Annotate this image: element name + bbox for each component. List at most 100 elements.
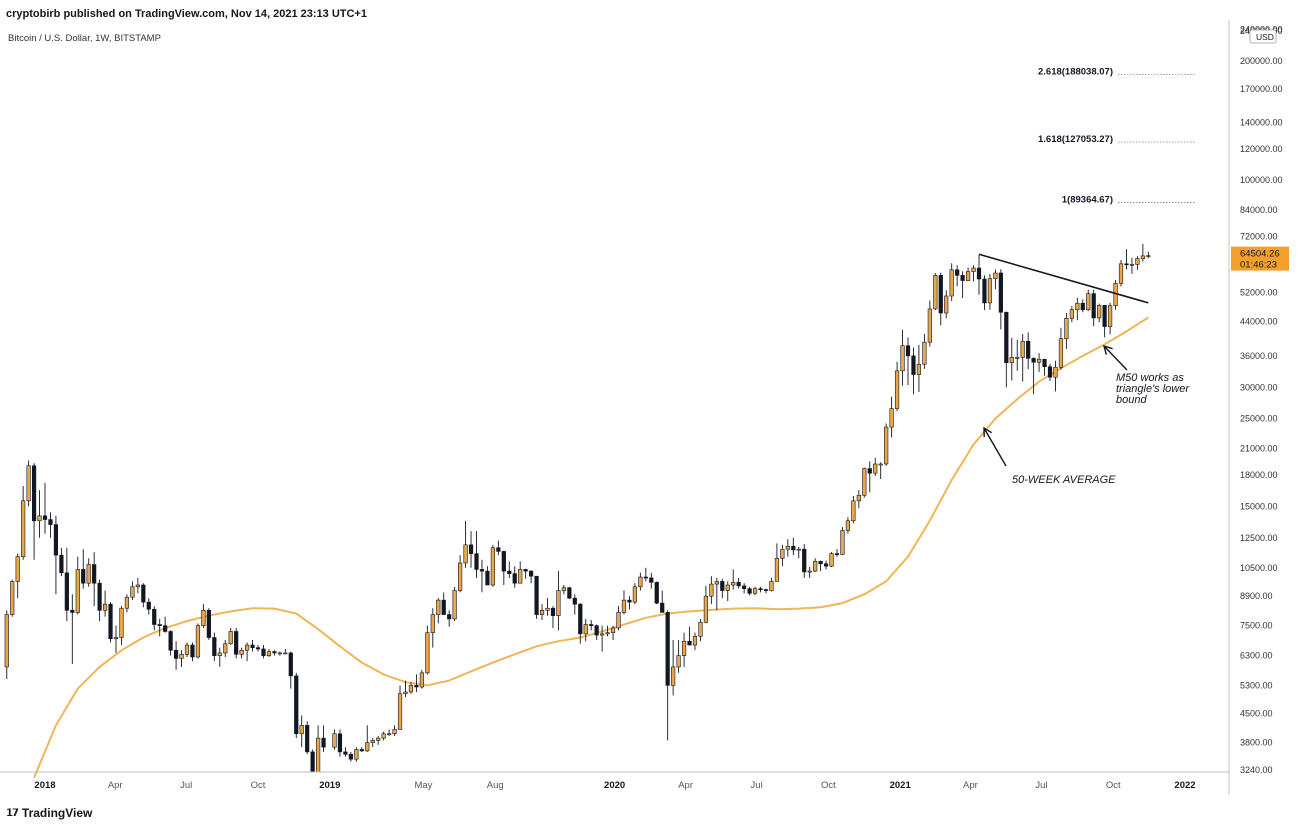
candle-down (982, 278, 987, 304)
candle-down (414, 685, 419, 688)
candle-up (1058, 338, 1064, 368)
candle-up (299, 725, 304, 735)
candle-up (490, 547, 495, 586)
x-tick-label: Apr (108, 780, 123, 791)
candle-up (397, 693, 403, 730)
candle-up (425, 632, 430, 674)
y-tick-label: 72000.00 (1240, 232, 1278, 242)
candle-up (752, 588, 758, 594)
candle-up (403, 691, 408, 694)
candle-up (184, 644, 190, 655)
last-price-label: 64504.26 (1240, 249, 1280, 260)
candle-up (605, 632, 610, 635)
candle-up (86, 564, 91, 584)
y-tick-label: 15000.00 (1240, 501, 1278, 511)
candle-down (529, 570, 534, 577)
candle-down (802, 548, 807, 573)
candle-down (157, 624, 162, 626)
time-axis[interactable]: 2018 Apr Jul Oct 2019 May Aug 2020 Apr Jul Oct 2021… (0, 771, 1229, 791)
candle-up (774, 557, 780, 582)
x-tick-label: Oct (821, 780, 836, 791)
candle-down (441, 599, 446, 615)
candle-down (1042, 358, 1047, 368)
trendline-group[interactable] (978, 253, 1149, 304)
tradingview-logo-icon: 𝟭𝟳 (6, 807, 19, 819)
candle-down (747, 588, 752, 594)
candle-down (512, 573, 517, 584)
candle-up (1129, 264, 1135, 266)
candle-up (1020, 340, 1025, 358)
y-tick-label: 30000.00 (1240, 382, 1278, 392)
candle-down (305, 725, 310, 753)
candle-up (785, 545, 790, 550)
candle-down (343, 751, 348, 755)
x-tick-label: 2018 (34, 780, 55, 791)
candle-up (545, 607, 550, 611)
candle-up (840, 530, 845, 555)
candle-up (698, 621, 703, 637)
candle-up (1053, 366, 1058, 378)
candle-down (720, 581, 725, 591)
candle-up (223, 643, 228, 654)
candle-down (960, 275, 965, 281)
candle-up (927, 308, 932, 343)
candle-up (894, 370, 900, 409)
x-tick-label: Aug (487, 780, 504, 791)
candle-down (589, 624, 594, 626)
brand-footer[interactable]: 𝟭𝟳 TradingView (6, 806, 92, 820)
candle-up (987, 278, 993, 304)
currency-button[interactable] (1249, 29, 1277, 44)
candle-up (616, 612, 621, 629)
candle-down (70, 610, 75, 613)
candle-up (436, 599, 441, 615)
y-tick-label: 5300.00 (1240, 680, 1273, 690)
x-tick-label: Jul (1035, 780, 1047, 791)
candle-down (1124, 263, 1129, 266)
candle-down (867, 468, 872, 474)
candle-up (949, 269, 954, 297)
candle-up (889, 408, 894, 428)
triangle-upper-trendline[interactable] (978, 253, 1149, 304)
price-axis[interactable]: 240000.00200000.00170000.00140000.001200… (1228, 20, 1289, 795)
candle-up (1107, 305, 1113, 327)
candle-up (113, 637, 119, 640)
candle-up (703, 595, 709, 623)
y-tick-label: 3800.00 (1240, 738, 1273, 748)
candle-up (829, 553, 834, 567)
x-tick-label: Oct (251, 780, 266, 791)
countdown-label: 01:46:23 (1240, 260, 1277, 271)
candle-down (1102, 305, 1107, 327)
candle-up (239, 649, 244, 655)
candle-down (1004, 311, 1009, 364)
candle-down (572, 597, 577, 605)
candle-down (97, 582, 102, 611)
candle-up (1064, 317, 1069, 339)
candle-down (261, 648, 266, 656)
y-tick-label: 100000.00 (1240, 175, 1283, 185)
candle-down (294, 675, 299, 735)
candle-up (119, 607, 124, 638)
candle-up (993, 272, 998, 279)
brand-name: TradingView (21, 806, 93, 820)
arrow-head (983, 426, 993, 438)
candle-down (905, 345, 911, 357)
candle-down (250, 644, 255, 648)
y-tick-label: 12500.00 (1240, 533, 1278, 543)
candle-down (654, 582, 659, 604)
candle-up (195, 625, 201, 658)
candle-up (922, 341, 927, 365)
candle-down (818, 561, 823, 565)
candle-down (108, 603, 113, 640)
candle-down (1047, 366, 1053, 378)
candle-up (102, 603, 108, 611)
candle-down (1080, 302, 1085, 310)
candle-up (37, 515, 42, 522)
candle-up (408, 685, 414, 693)
y-tick-label: 8900.00 (1240, 591, 1273, 601)
candle-down (834, 553, 840, 555)
candle-down (627, 599, 632, 603)
candle-down (665, 612, 670, 686)
candle-down (687, 640, 692, 646)
